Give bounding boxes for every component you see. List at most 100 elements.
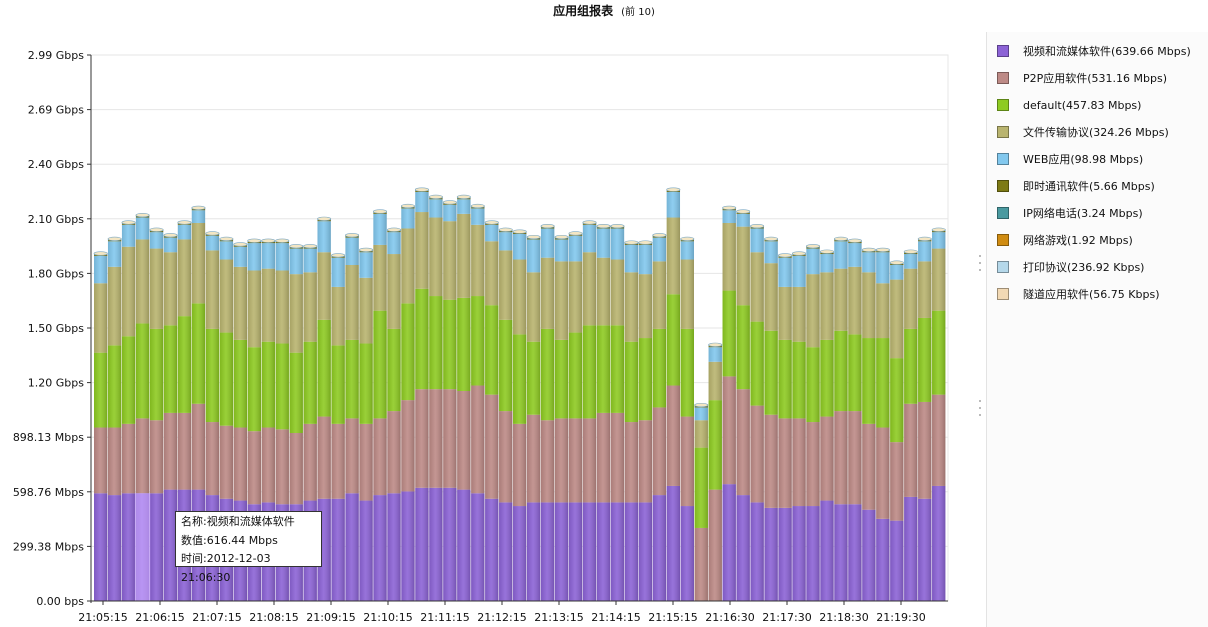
- bar-shading: [750, 226, 764, 601]
- bar-stack[interactable]: [163, 233, 178, 601]
- bar-cap: [261, 238, 276, 243]
- x-tick-label: 21:18:30: [819, 611, 868, 624]
- bar-stack[interactable]: [387, 227, 401, 601]
- legend-label: 网络游戏(1.92 Mbps): [1023, 234, 1133, 247]
- bar-stack[interactable]: [875, 247, 890, 601]
- bar-cap: [833, 236, 848, 241]
- legend-label: IP网络电话(3.24 Mbps): [1023, 207, 1143, 220]
- bar-stack[interactable]: [610, 224, 625, 601]
- bar-stack[interactable]: [638, 240, 653, 601]
- bar-stack[interactable]: [512, 229, 527, 601]
- bar-stack[interactable]: [861, 247, 876, 601]
- bar-stack[interactable]: [931, 227, 946, 601]
- bar-stack[interactable]: [792, 251, 807, 601]
- bar-stack[interactable]: [456, 194, 471, 601]
- bar-stack[interactable]: [917, 236, 932, 601]
- bar-stack[interactable]: [806, 244, 820, 602]
- bar-cap: [917, 236, 932, 241]
- bar-shading: [848, 240, 862, 601]
- bar-shading: [708, 344, 722, 601]
- bar-stack[interactable]: [889, 260, 904, 601]
- bar-stack[interactable]: [680, 236, 695, 601]
- bar-stack[interactable]: [778, 253, 793, 602]
- legend-item[interactable]: 文件传输协议(324.26 Mbps): [997, 123, 1169, 141]
- bar-stack[interactable]: [428, 194, 443, 601]
- bar-stack[interactable]: [149, 227, 164, 601]
- bar-stack[interactable]: [708, 342, 723, 601]
- bar-stack[interactable]: [750, 224, 765, 601]
- bar-stack[interactable]: [345, 233, 360, 601]
- bar-stack[interactable]: [582, 220, 597, 601]
- bar-stack[interactable]: [694, 402, 709, 601]
- legend-item[interactable]: 网络游戏(1.92 Mbps): [997, 231, 1133, 249]
- bar-shading: [652, 235, 667, 601]
- bar-stack[interactable]: [317, 216, 332, 602]
- bar-stack[interactable]: [568, 231, 583, 601]
- legend-item[interactable]: 视频和流媒体软件(639.66 Mbps): [997, 42, 1191, 60]
- bar-stack[interactable]: [722, 205, 737, 601]
- legend-item[interactable]: 打印协议(236.92 Kbps): [997, 258, 1144, 276]
- bar-stack[interactable]: [121, 220, 136, 601]
- legend-label: 视频和流媒体软件(639.66 Mbps): [1023, 45, 1191, 58]
- bar-stack[interactable]: [373, 209, 388, 601]
- bar-cap: [666, 187, 681, 192]
- splitter-dot: [979, 262, 981, 264]
- legend-panel: 视频和流媒体软件(639.66 Mbps) P2P应用软件(531.16 Mbps…: [986, 32, 1208, 627]
- legend-item[interactable]: default(457.83 Mbps): [997, 96, 1141, 114]
- legend-item[interactable]: 隧道应用软件(56.75 Kbps): [997, 285, 1159, 303]
- bar-stack[interactable]: [596, 224, 611, 601]
- bar-stack[interactable]: [666, 187, 681, 601]
- bar-cap: [428, 194, 443, 199]
- legend-item[interactable]: P2P应用软件(531.16 Mbps): [997, 69, 1167, 87]
- bar-shading: [680, 238, 694, 601]
- legend-swatch: [997, 45, 1009, 57]
- bar-stack[interactable]: [442, 200, 457, 601]
- legend-label: 即时通讯软件(5.66 Mbps): [1023, 180, 1155, 193]
- bar-cap: [708, 342, 723, 347]
- bar-stack[interactable]: [359, 247, 374, 601]
- y-tick-label: 0.00 bps: [36, 595, 84, 608]
- bar-stack[interactable]: [652, 233, 667, 601]
- bar-shading: [890, 262, 904, 601]
- bar-stack[interactable]: [540, 224, 555, 601]
- bar-cap: [149, 227, 164, 232]
- bar-stack[interactable]: [833, 236, 848, 601]
- bar-stack[interactable]: [331, 253, 346, 602]
- bar-stack[interactable]: [93, 251, 108, 601]
- legend-item[interactable]: WEB应用(98.98 Mbps): [997, 150, 1143, 168]
- bar-stack[interactable]: [526, 234, 541, 602]
- legend-item[interactable]: 即时通讯软件(5.66 Mbps): [997, 177, 1155, 195]
- bar-stack[interactable]: [414, 187, 429, 601]
- bar-shading: [694, 405, 708, 601]
- bar-shading: [317, 218, 331, 602]
- bar-stack[interactable]: [400, 203, 415, 601]
- bar-shading: [792, 253, 806, 601]
- bar-cap: [331, 253, 346, 258]
- bar-stack[interactable]: [819, 249, 834, 602]
- bar-stack[interactable]: [736, 209, 751, 601]
- bar-cap: [638, 240, 653, 245]
- bar-stack[interactable]: [624, 240, 639, 601]
- bar-cap: [317, 216, 332, 221]
- bar-stack[interactable]: [554, 234, 569, 602]
- legend-swatch: [997, 126, 1009, 138]
- bar-stack[interactable]: [847, 238, 862, 601]
- legend-swatch: [997, 180, 1009, 192]
- bar-cap: [456, 194, 471, 199]
- bar-stack[interactable]: [275, 238, 290, 601]
- x-tick-label: 21:06:15: [135, 611, 184, 624]
- y-tick-label: 1.80 Gbps: [28, 267, 84, 280]
- legend-item[interactable]: IP网络电话(3.24 Mbps): [997, 204, 1143, 222]
- bar-stack[interactable]: [764, 236, 779, 601]
- legend-label: 隧道应用软件(56.75 Kbps): [1023, 288, 1160, 301]
- bar-stack[interactable]: [903, 249, 918, 602]
- bar-stack[interactable]: [470, 203, 485, 601]
- bar-cap: [596, 224, 611, 229]
- bar-stack[interactable]: [107, 236, 122, 601]
- y-tick-label: 1.50 Gbps: [28, 322, 84, 335]
- bar-cap: [414, 187, 429, 192]
- tooltip-name: 名称:视频和流媒体软件: [181, 515, 295, 528]
- bar-stack[interactable]: [484, 220, 499, 601]
- bar-cap: [484, 220, 499, 225]
- bar-stack[interactable]: [498, 227, 513, 601]
